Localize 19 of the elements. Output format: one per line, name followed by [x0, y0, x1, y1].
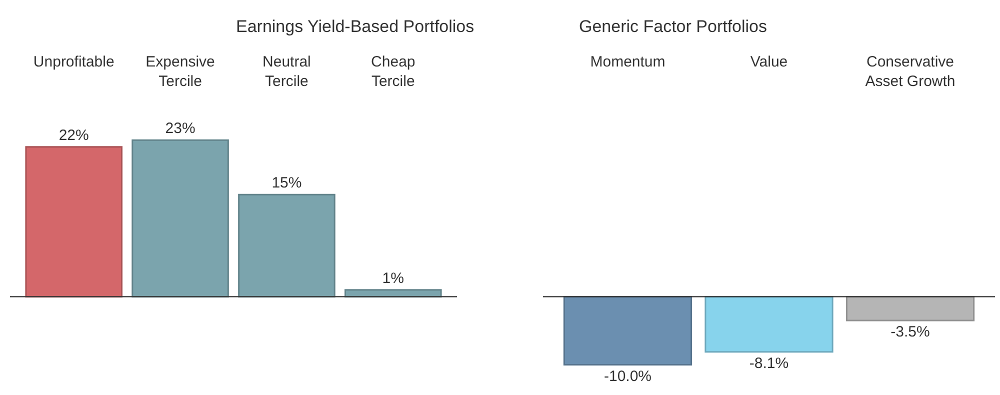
data-label: -8.1%: [749, 354, 789, 372]
bar: [238, 194, 336, 298]
data-label: 1%: [382, 270, 404, 287]
x-tick-label: Conservative Asset Growth: [865, 54, 956, 90]
x-tick-label: Value: [750, 54, 788, 70]
x-tick-label: Expensive Tercile: [146, 54, 215, 90]
data-label: -3.5%: [890, 324, 930, 341]
bar: [132, 139, 229, 298]
bar: [25, 146, 122, 298]
chart-title: Earnings Yield-Based Portfolios: [236, 17, 474, 36]
x-tick-label: Cheap Tercile: [371, 54, 416, 90]
data-label: 15%: [272, 174, 302, 192]
chart-title: Generic Factor Portfolios: [579, 17, 768, 36]
data-label: -10.0%: [604, 368, 652, 385]
x-tick-label: Unprofitable: [33, 54, 114, 70]
data-label: 22%: [58, 126, 89, 144]
x-tick-label: Neutral Tercile: [262, 54, 311, 90]
x-tick-label: Momentum: [590, 54, 666, 70]
data-label: 23%: [165, 120, 196, 138]
